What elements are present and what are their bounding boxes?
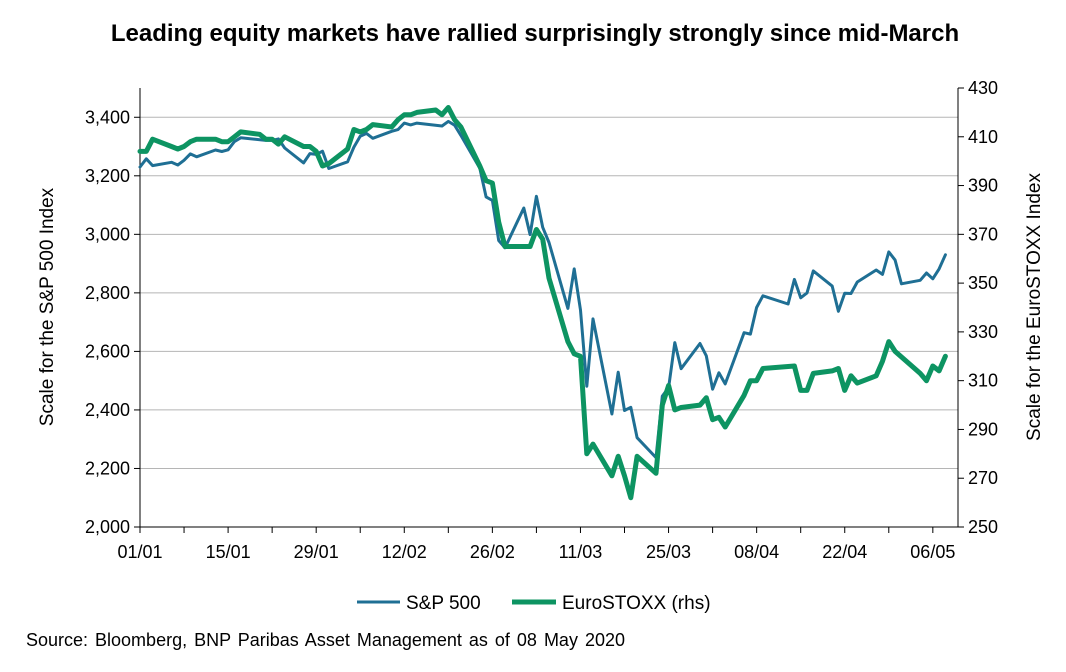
tick-label-left: 2,000 <box>85 517 130 537</box>
tick-label-right: 350 <box>968 273 998 293</box>
left-axis-ticks: 2,000 2,200 2,400 2,600 2,800 3,000 3,200 3,400 <box>85 107 140 537</box>
tick-label-left: 2,600 <box>85 341 130 361</box>
tick-label-left: 3,000 <box>85 224 130 244</box>
series-line-eurostoxx <box>137 105 948 501</box>
source-note: Source: Bloomberg, BNP Paribas Asset Man… <box>26 630 625 650</box>
tick-label-right: 390 <box>968 176 998 196</box>
gridlines <box>140 116 958 469</box>
axes <box>139 88 959 528</box>
tick-label-x: 01/01 <box>117 542 162 562</box>
tick-label-right: 250 <box>968 517 998 537</box>
tick-label-left: 2,200 <box>85 458 130 478</box>
x-axis-ticks: 01/01 15/01 29/01 12/02 26/02 11/03 25/03 08/04… <box>117 527 955 562</box>
tick-label-left: 2,400 <box>85 400 130 420</box>
y-axis-label-left: Scale for the S&P 500 Index <box>37 187 58 426</box>
tick-label-x: 06/05 <box>910 542 955 562</box>
tick-label-right: 310 <box>968 371 998 391</box>
tick-label-x: 22/04 <box>822 542 867 562</box>
tick-label-x: 11/03 <box>559 542 603 562</box>
legend: S&P 500 EuroSTOXX (rhs) <box>357 593 711 614</box>
chart-title: Leading equity markets have rallied surp… <box>110 20 960 47</box>
y-axis-label-right: Scale for the EuroSTOXX Index <box>1024 173 1045 441</box>
tick-label-right: 410 <box>968 127 998 147</box>
tick-label-left: 2,800 <box>85 283 130 303</box>
tick-label-x: 15/01 <box>206 542 251 562</box>
tick-label-x: 12/02 <box>382 542 427 562</box>
tick-label-x: 08/04 <box>734 542 779 562</box>
tick-label-right: 270 <box>968 468 998 488</box>
right-axis-ticks: 250 270 290 310 330 350 370 390 410 430 <box>958 78 998 537</box>
tick-label-right: 290 <box>968 419 998 439</box>
tick-label-left: 3,200 <box>85 166 130 186</box>
legend-label-sp500: S&P 500 <box>406 593 481 614</box>
series-lines <box>137 105 948 501</box>
tick-label-x: 25/03 <box>646 542 691 562</box>
tick-label-right: 370 <box>968 224 998 244</box>
tick-label-x: 29/01 <box>294 542 339 562</box>
series-line-sp500 <box>138 119 947 460</box>
tick-label-right: 330 <box>968 322 998 342</box>
tick-label-left: 3,400 <box>85 107 130 127</box>
legend-label-eurostoxx: EuroSTOXX (rhs) <box>562 593 711 614</box>
tick-label-right: 430 <box>968 78 998 98</box>
tick-label-x: 26/02 <box>470 542 515 562</box>
